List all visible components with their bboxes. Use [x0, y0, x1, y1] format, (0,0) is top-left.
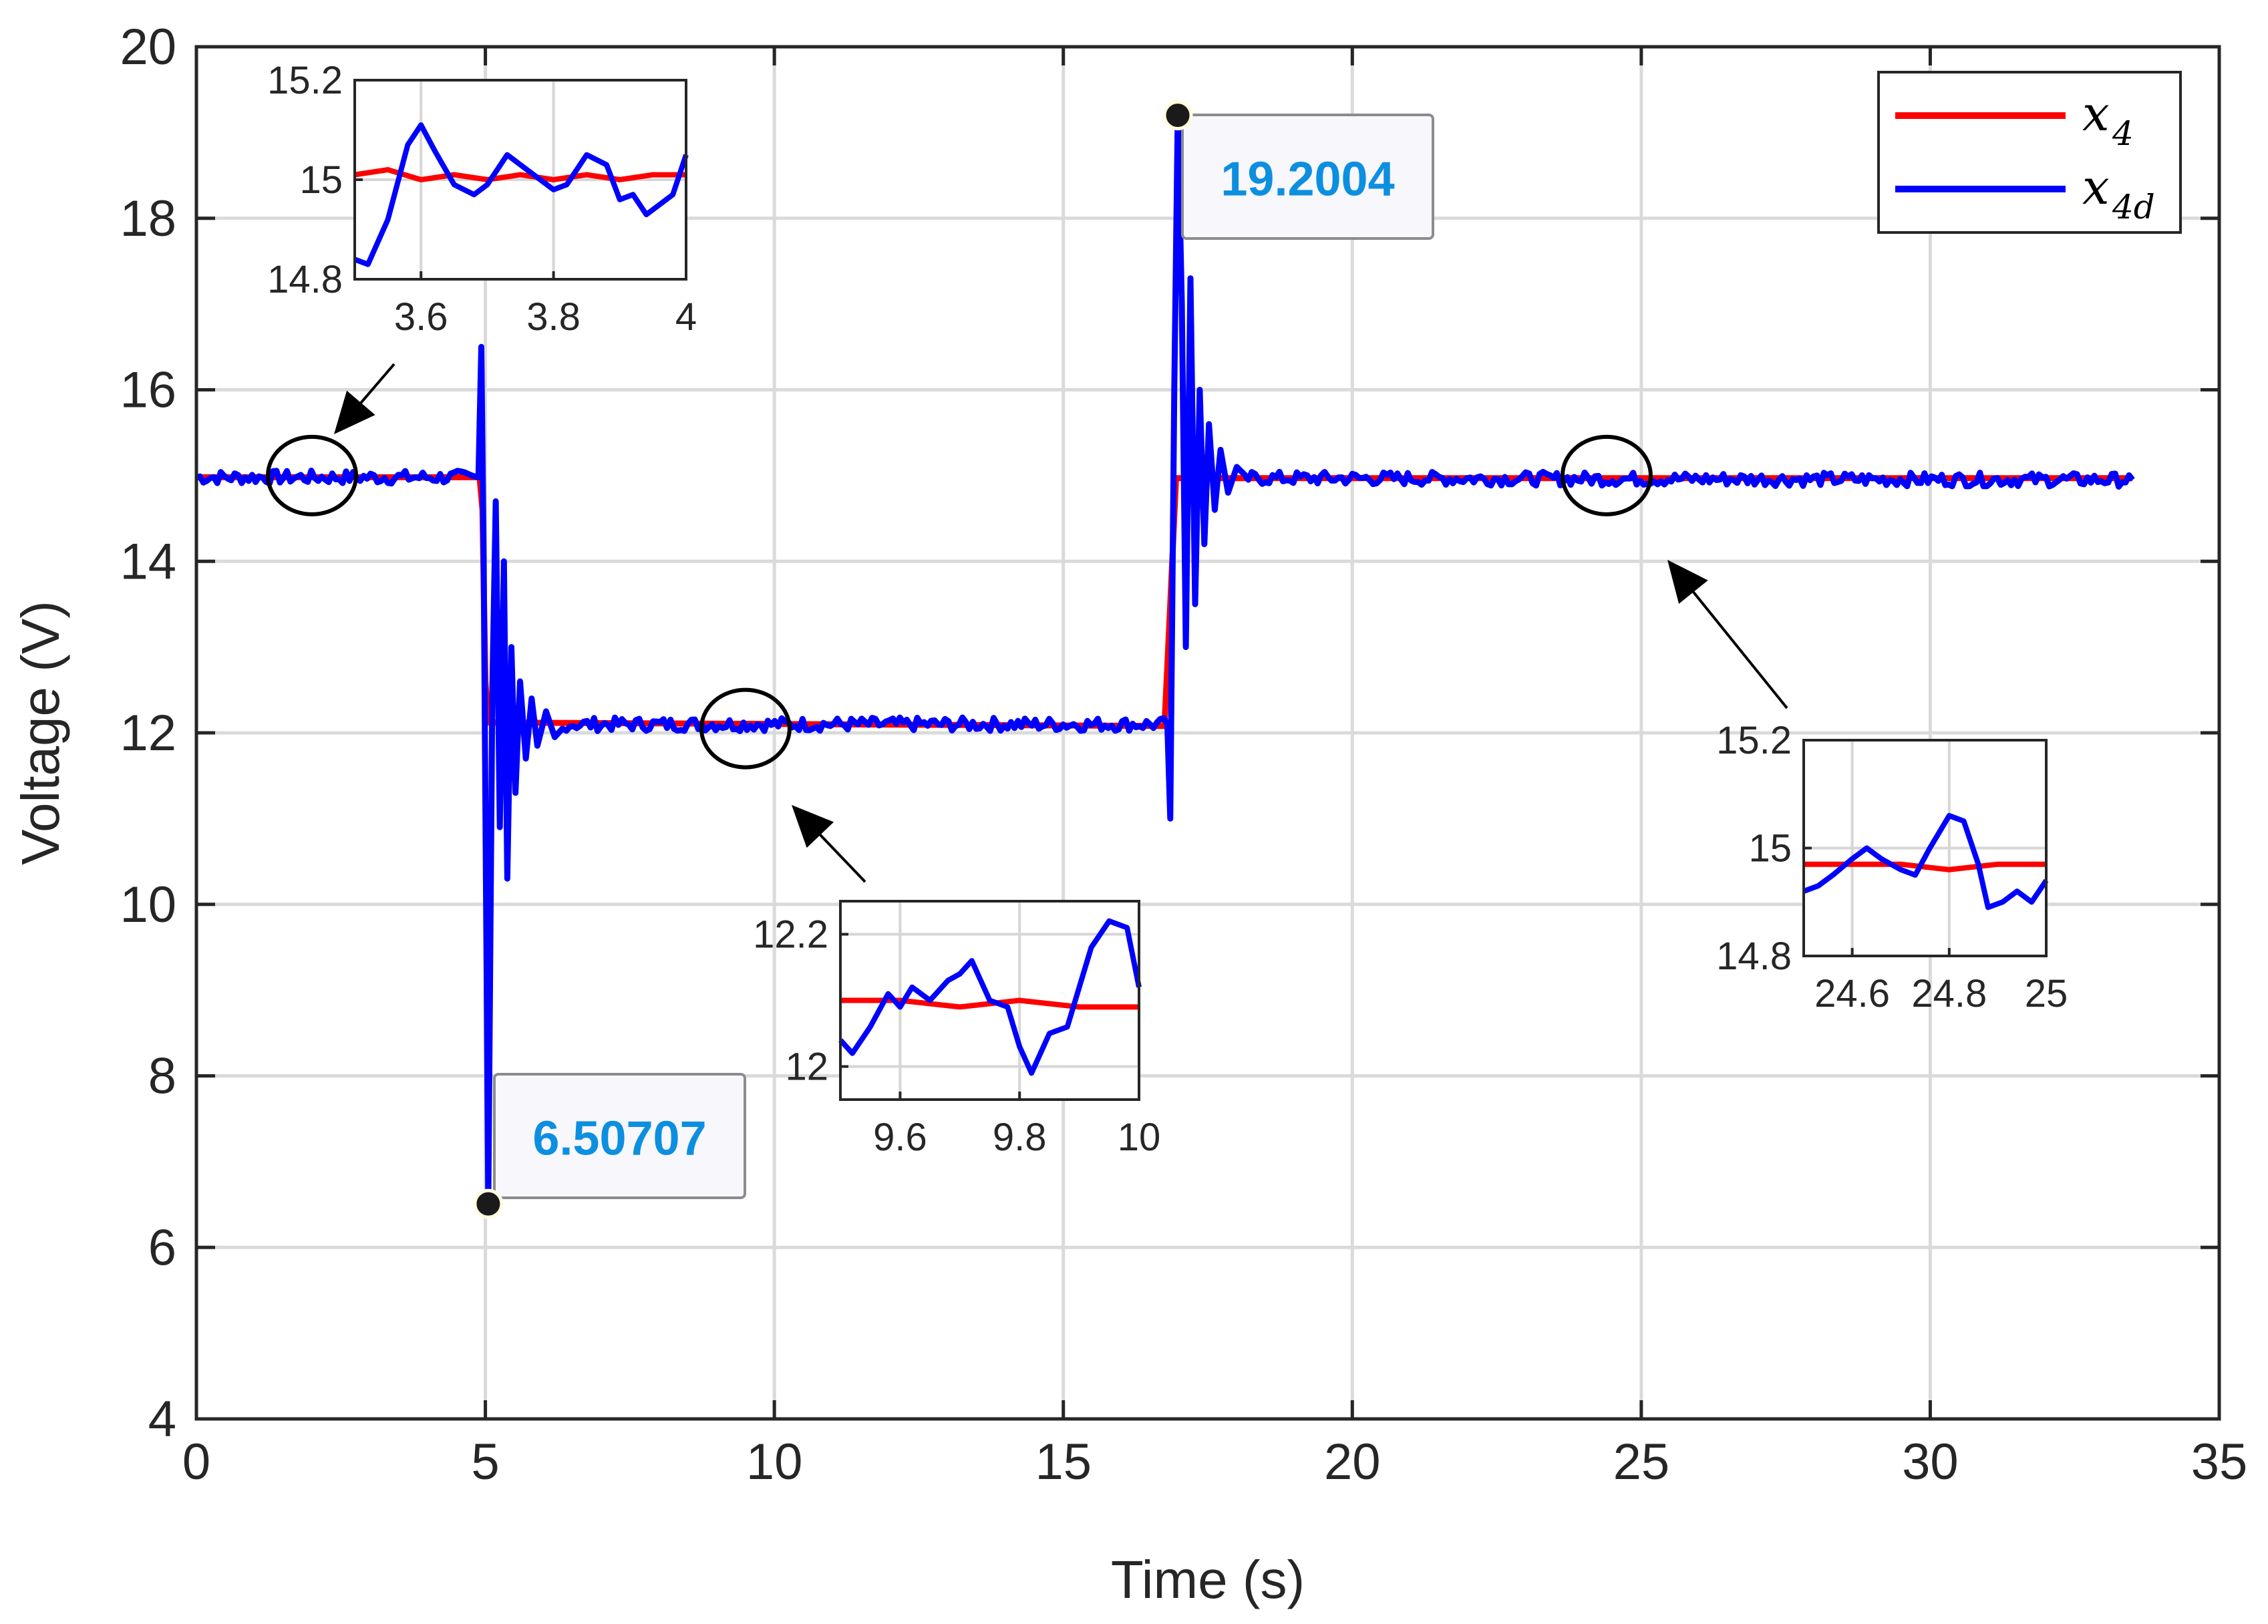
inset-series-x4: [354, 167, 686, 183]
annotations: 6.50707 19.2004: [473, 100, 1434, 1219]
zoom-circle: [699, 687, 792, 770]
inset-x-tick-label: 24.6: [1814, 972, 1890, 1015]
datatip: 19.2004: [1162, 100, 1434, 240]
datatip-box: [1181, 114, 1434, 240]
inset-series-x4d: [838, 918, 1142, 1076]
inset-frame: [839, 900, 1140, 1101]
legend-box: [1877, 71, 2182, 234]
x-tick-label: 30: [1902, 1434, 1959, 1490]
zoom-circle: [266, 434, 359, 516]
y-tick-label: 12: [120, 705, 176, 762]
datatip-label: 6.50707: [532, 1112, 706, 1166]
y-tick-label: 6: [148, 1219, 176, 1276]
zoom-arrow-head: [334, 390, 375, 434]
inset-x-tick-label: 9.6: [873, 1116, 927, 1159]
legend-item: x 4d: [1895, 159, 2155, 226]
y-tick-label: 10: [120, 876, 176, 933]
x-tick-label: 15: [1035, 1434, 1092, 1490]
datatip-label: 19.2004: [1221, 153, 1394, 206]
inset-series-x4: [840, 997, 1139, 1010]
inset-y-tick-label: 14.8: [1716, 935, 1792, 978]
y-tick-label: 14: [120, 533, 176, 590]
inset-x-tick-label: 24.8: [1911, 972, 1987, 1015]
y-tick-label: 20: [120, 19, 176, 75]
x-tick-label: 0: [182, 1434, 210, 1490]
y-tick-label: 18: [120, 190, 176, 247]
inset-x-tick-label: 10: [1118, 1116, 1161, 1159]
inset-series-x4d: [353, 122, 689, 267]
main-series: [195, 112, 2135, 1207]
zoom-arrow-head: [1667, 560, 1708, 604]
inset-2: 9.6 9.8 10 12 12.2: [753, 900, 1161, 1159]
inset-x-tick-label: 3.8: [526, 295, 581, 339]
x-tick-label: 25: [1613, 1434, 1670, 1490]
inset-x-tick-label: 3.6: [394, 295, 448, 339]
inset-y-tick-label: 14.8: [267, 258, 343, 301]
inset-y-tick-label: 15: [299, 158, 343, 202]
inset-frame: [353, 79, 687, 281]
zoom-circle: [1560, 434, 1653, 516]
inset-y-tick-label: 12: [785, 1045, 828, 1089]
inset-x-tick-label: 4: [675, 295, 697, 339]
zoom-arrow-head: [792, 805, 834, 848]
x-tick-label: 35: [2191, 1434, 2248, 1490]
zoom-arrow-line: [359, 363, 395, 404]
datatip-marker: [1162, 100, 1193, 131]
inset-1: 3.6 3.8 4 14.8 15 15.2: [267, 59, 697, 339]
inset-x-tick-label: 9.8: [993, 1116, 1047, 1159]
inset-y-tick-label: 15.2: [267, 59, 343, 102]
inset-y-tick-label: 15: [1748, 827, 1792, 870]
legend-subscript: 4d: [2112, 188, 2155, 226]
x-tick-label: 10: [746, 1434, 803, 1490]
inset-series-x4d: [1802, 813, 2049, 911]
datatip-box: [493, 1073, 746, 1199]
y-tick-label: 16: [120, 362, 176, 419]
x-tick-label: 5: [471, 1434, 499, 1490]
inset-y-tick-label: 12.2: [753, 913, 828, 957]
inset-x-tick-label: 25: [2025, 972, 2068, 1015]
datatip: 6.50707: [473, 1073, 746, 1219]
legend-subscript: 4: [2112, 114, 2134, 153]
legend-label: x: [2082, 159, 2110, 215]
y-axis-label: Voltage (V): [11, 601, 70, 865]
inset-y-tick-label: 15.2: [1716, 719, 1792, 762]
legend: x 4x 4d: [1877, 71, 2182, 234]
legend-label: x: [2082, 86, 2110, 142]
zoom-arrow-line: [819, 834, 866, 883]
zoom-arrow-line: [1692, 591, 1788, 709]
main-ticks: 0 5 10 15 20 25 30 35 4 6 8 10 12 14 16 18 20: [120, 19, 2247, 1490]
datatip-marker: [473, 1188, 504, 1219]
zoom-marks: [266, 363, 1788, 883]
series-line-x4d: [195, 112, 2135, 1207]
x-tick-label: 20: [1324, 1434, 1381, 1490]
x-axis-label: Time (s): [1111, 1550, 1305, 1609]
inset-frame: [1802, 739, 2048, 957]
inset-3: 24.6 24.8 25 14.8 15 15.2: [1716, 719, 2068, 1015]
y-tick-label: 8: [148, 1048, 176, 1105]
y-tick-label: 4: [148, 1391, 176, 1448]
